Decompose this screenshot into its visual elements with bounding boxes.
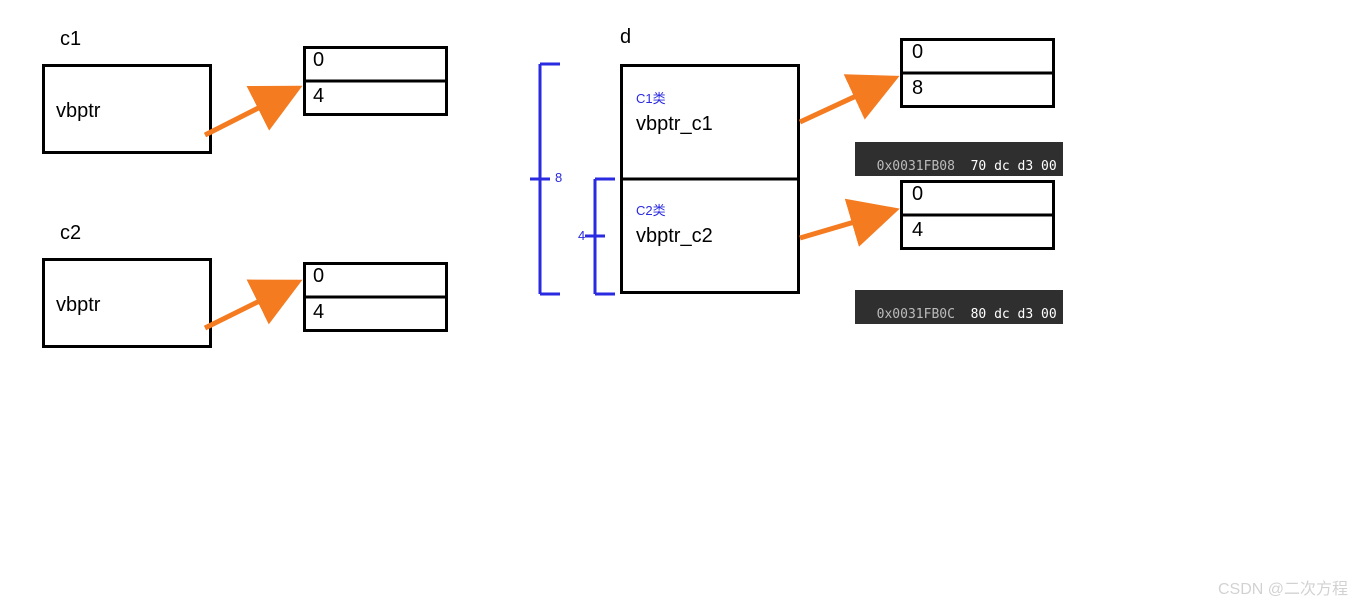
d-c1class-label: C1类: [636, 88, 666, 107]
memory-line-1-bytes: 70 dc d3 00: [971, 159, 1057, 174]
c2-vbptr-text: vbptr: [56, 294, 100, 317]
c1-vtable-entry-0: 0: [313, 49, 324, 72]
c1-vtable: [303, 46, 448, 116]
c2-vtable-entry-1: 4: [313, 301, 324, 324]
d-c2-vtable: [900, 180, 1055, 250]
brace-inner: [585, 179, 615, 294]
d-c1-vtable: [900, 38, 1055, 108]
brace-total-label: 8: [555, 170, 562, 185]
memory-line-1: 0x0031FB08 70 dc d3 00: [855, 142, 1063, 176]
d-c2class-label: C2类: [636, 200, 666, 219]
d-c2-vtable-entry-0: 0: [912, 183, 923, 206]
c2-vtable: [303, 262, 448, 332]
d-c1-vtable-entry-0: 0: [912, 41, 923, 64]
d-c1-vtable-entry-1: 8: [912, 77, 923, 100]
c1-vtable-entry-1: 4: [313, 85, 324, 108]
memory-line-2: 0x0031FB0C 80 dc d3 00: [855, 290, 1063, 324]
c1-label: c1: [60, 28, 81, 51]
arrow-d1: [800, 78, 895, 122]
arrow-c2: [205, 282, 298, 328]
watermark: CSDN @二次方程: [1218, 575, 1348, 599]
memory-line-2-bytes: 80 dc d3 00: [971, 307, 1057, 322]
c2-label: c2: [60, 222, 81, 245]
arrow-c1: [205, 88, 298, 135]
d-vbptr-c2-text: vbptr_c2: [636, 225, 713, 248]
brace-half-label: 4: [578, 228, 585, 243]
d-vbptr-c1-text: vbptr_c1: [636, 113, 713, 136]
c1-vbptr-text: vbptr: [56, 100, 100, 123]
arrow-d2: [800, 210, 895, 238]
memory-line-2-addr: 0x0031FB0C: [877, 307, 955, 322]
d-c2-vtable-entry-1: 4: [912, 219, 923, 242]
c2-vtable-entry-0: 0: [313, 265, 324, 288]
d-label: d: [620, 26, 631, 49]
memory-line-1-addr: 0x0031FB08: [877, 159, 955, 174]
